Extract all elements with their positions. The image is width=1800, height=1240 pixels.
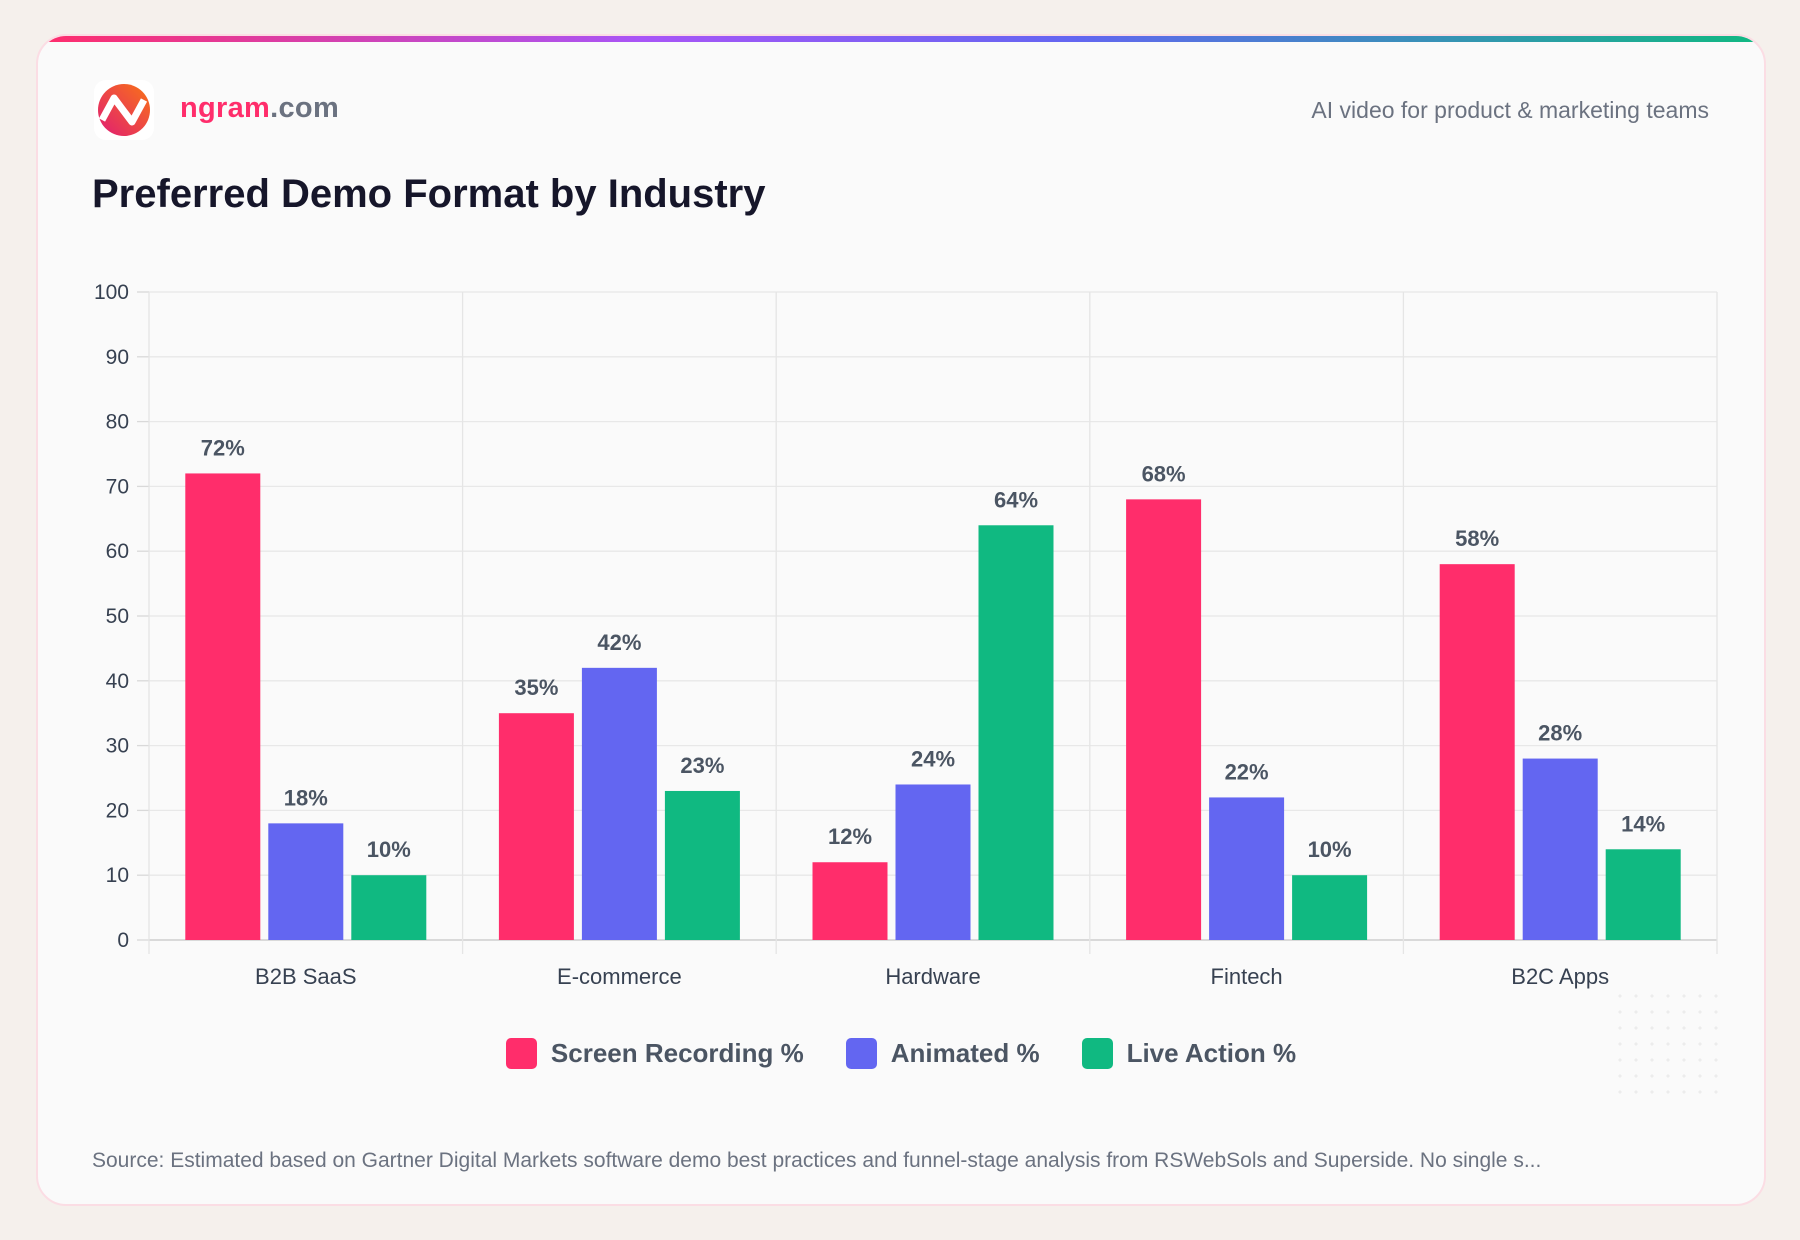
tagline: AI video for product & marketing teams	[1311, 97, 1709, 123]
ngram-logo-icon	[94, 80, 154, 140]
brand-name: ngram.com	[180, 92, 339, 125]
bar	[1605, 849, 1681, 940]
legend-swatch	[845, 1038, 877, 1069]
bar	[1292, 875, 1368, 940]
x-tick-label: Hardware	[885, 964, 980, 989]
y-tick-label: 60	[106, 540, 129, 563]
legend-label: Live Action %	[1126, 1038, 1297, 1068]
dot-pattern	[1612, 988, 1728, 1102]
legend-label: Animated %	[890, 1038, 1040, 1068]
chart-title: Preferred Demo Format by Industry	[92, 172, 766, 216]
legend: Screen Recording % Animated % Live Actio…	[38, 1038, 1764, 1069]
source-note: Source: Estimated based on Gartner Digit…	[92, 1149, 1542, 1172]
data-label: 42%	[597, 630, 641, 655]
bar	[185, 473, 261, 940]
bar	[1126, 499, 1202, 940]
gradient-bar	[38, 36, 1764, 42]
data-label: 10%	[367, 837, 411, 862]
y-tick-label: 70	[106, 475, 129, 498]
data-label: 14%	[1621, 811, 1665, 836]
y-tick-label: 30	[106, 735, 129, 758]
y-tick-label: 20	[106, 799, 129, 822]
legend-swatch	[1081, 1038, 1113, 1069]
data-label: 28%	[1538, 721, 1582, 746]
bar	[664, 790, 740, 940]
legend-item-live-action[interactable]: Live Action %	[1081, 1038, 1297, 1069]
legend-swatch	[505, 1038, 537, 1069]
brand-name-primary: ngram	[180, 92, 271, 124]
bar	[1209, 797, 1285, 940]
bar	[1522, 758, 1598, 940]
data-label: 22%	[1225, 759, 1269, 784]
data-label: 68%	[1142, 461, 1186, 486]
bar	[351, 875, 427, 940]
x-tick-label: E-commerce	[557, 964, 682, 989]
bar	[1439, 564, 1515, 940]
bar	[895, 784, 971, 940]
y-tick-label: 100	[94, 281, 129, 304]
legend-item-animated[interactable]: Animated %	[845, 1038, 1040, 1069]
y-tick-label: 0	[117, 929, 129, 952]
data-label: 64%	[994, 487, 1038, 512]
bar	[812, 862, 888, 940]
data-label: 58%	[1455, 526, 1499, 551]
bar	[978, 525, 1054, 940]
x-tick-label: B2C Apps	[1511, 964, 1609, 989]
bar	[498, 713, 574, 940]
bar	[268, 823, 344, 940]
data-label: 12%	[828, 824, 872, 849]
x-tick-label: Fintech	[1211, 964, 1283, 989]
data-label: 72%	[201, 435, 245, 460]
data-label: 23%	[680, 753, 724, 778]
x-tick-label: B2B SaaS	[255, 964, 357, 989]
data-label: 35%	[514, 675, 558, 700]
data-label: 24%	[911, 746, 955, 771]
legend-item-screen-recording[interactable]: Screen Recording %	[505, 1038, 804, 1069]
y-tick-label: 50	[106, 605, 129, 628]
y-tick-label: 40	[106, 670, 129, 693]
data-label: 18%	[284, 785, 328, 810]
legend-label: Screen Recording %	[550, 1038, 804, 1068]
bar	[581, 667, 657, 940]
y-tick-label: 10	[106, 864, 129, 887]
brand-name-suffix: .com	[270, 92, 340, 124]
y-tick-label: 80	[106, 411, 129, 434]
data-label: 10%	[1308, 837, 1352, 862]
y-tick-label: 90	[106, 346, 129, 369]
